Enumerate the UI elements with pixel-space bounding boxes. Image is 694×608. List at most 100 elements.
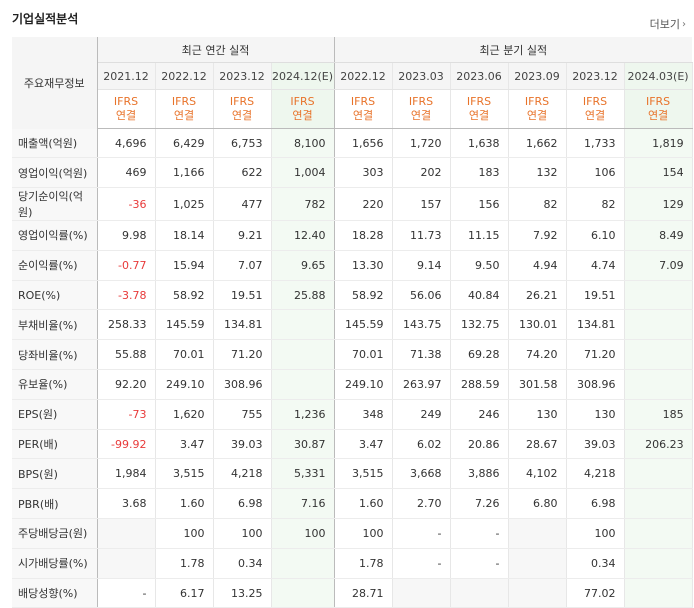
standard-consolidated: 연결 xyxy=(468,109,490,122)
table-cell: - xyxy=(392,548,451,579)
table-cell xyxy=(508,578,567,608)
table-cell: 1,819 xyxy=(624,128,693,159)
table-cell: 70.01 xyxy=(334,339,393,371)
table-cell: 19.51 xyxy=(213,280,272,311)
table-cell: 301.58 xyxy=(508,369,567,400)
table-row: 영업이익(억원) 469 1,166 622 1,004 303 202 183 132 106 1… xyxy=(12,157,693,189)
table-cell: 7.07 xyxy=(213,250,272,281)
row-label: 순이익률(%) xyxy=(12,250,98,281)
standard-consolidated: 연결 xyxy=(526,109,548,122)
table-cell: 26.21 xyxy=(508,280,567,311)
table-cell: 5,331 xyxy=(271,458,335,490)
table-cell: 202 xyxy=(392,157,451,189)
table-cell: 7.26 xyxy=(450,488,509,520)
standard-consolidated: 연결 xyxy=(352,109,374,122)
table-cell xyxy=(450,578,509,608)
table-cell: 132 xyxy=(508,157,567,189)
table-cell: 249.10 xyxy=(155,369,214,400)
table-cell: 1,662 xyxy=(508,128,567,159)
table-cell: 8.49 xyxy=(624,220,693,251)
table-cell: 249 xyxy=(392,398,451,430)
table-cell: 15.94 xyxy=(155,250,214,281)
standard-ifrs: IFRS xyxy=(645,95,671,108)
period-header: 2024.12(E) xyxy=(271,62,335,90)
table-row: 매출액(억원) 4,696 6,429 6,753 8,100 1,656 1,720 1,6… xyxy=(12,128,693,159)
table-cell: 92.20 xyxy=(97,369,156,400)
standard-ifrs: IFRS xyxy=(524,95,550,108)
financial-table: 주요재무정보 최근 연간 실적 최근 분기 실적 2021.12 2022.12 2… xyxy=(12,37,693,608)
accounting-standard: IFRS 연결 xyxy=(334,89,393,129)
table-cell: 1,166 xyxy=(155,157,214,189)
table-cell: 154 xyxy=(624,157,693,189)
table-cell: 7.92 xyxy=(508,220,567,251)
period-header: 2023.09 xyxy=(508,62,567,90)
table-cell: 185 xyxy=(624,398,693,430)
table-cell: 6.10 xyxy=(566,220,625,251)
table-cell: 1,025 xyxy=(155,187,214,222)
table-cell: 246 xyxy=(450,398,509,430)
standard-ifrs: IFRS xyxy=(582,95,608,108)
table-cell: 100 xyxy=(334,518,393,549)
table-cell: 157 xyxy=(392,187,451,222)
table-cell: 25.88 xyxy=(271,280,335,311)
table-cell: 9.50 xyxy=(450,250,509,281)
period-header: 2023.06 xyxy=(450,62,509,90)
standard-consolidated: 연결 xyxy=(173,109,195,122)
table-cell: 4.94 xyxy=(508,250,567,281)
table-cell: 12.40 xyxy=(271,220,335,251)
table-cell xyxy=(508,518,567,549)
table-cell: 6.98 xyxy=(566,488,625,520)
table-cell: 28.71 xyxy=(334,578,393,608)
table-cell: 71.20 xyxy=(213,339,272,371)
table-cell: 6,429 xyxy=(155,128,214,159)
table-row: PER(배) -99.92 3.47 39.03 30.87 3.47 6.02 20.86 2… xyxy=(12,429,693,460)
period-header: 2023.12 xyxy=(213,62,272,90)
table-cell xyxy=(624,339,693,371)
row-label: BPS(원) xyxy=(12,458,98,490)
table-cell: 143.75 xyxy=(392,309,451,341)
table-row: 부채비율(%) 258.33 145.59 134.81 145.59 143.75 132… xyxy=(12,309,693,341)
period-header: 2023.12 xyxy=(566,62,625,90)
accounting-standard: IFRS 연결 xyxy=(271,89,335,129)
table-row: 유보율(%) 92.20 249.10 308.96 249.10 263.97 288.5… xyxy=(12,369,693,400)
table-cell: 1.78 xyxy=(155,548,214,579)
table-row: BPS(원) 1,984 3,515 4,218 5,331 3,515 3,668 3,88… xyxy=(12,458,693,490)
period-header: 2023.03 xyxy=(392,62,451,90)
table-cell: 3.47 xyxy=(155,429,214,460)
row-label: PBR(배) xyxy=(12,488,98,520)
table-cell: 30.87 xyxy=(271,429,335,460)
table-cell: 348 xyxy=(334,398,393,430)
table-row: 당좌비율(%) 55.88 70.01 71.20 70.01 71.38 69.28 74.… xyxy=(12,339,693,371)
table-row: 주당배당금(원) 100 100 100 100- -100 xyxy=(12,518,693,549)
row-label: 영업이익(억원) xyxy=(12,157,98,189)
table-cell: 82 xyxy=(508,187,567,222)
period-header: 2024.03(E) xyxy=(624,62,693,90)
table-cell: 69.28 xyxy=(450,339,509,371)
table-cell xyxy=(624,458,693,490)
table-row: 시가배당률(%) 1.78 0.34 1.78- -0.34 xyxy=(12,548,693,579)
row-label: 당기순이익(억원) xyxy=(12,187,98,222)
table-cell: 622 xyxy=(213,157,272,189)
table-row: PBR(배) 3.68 1.60 6.98 7.16 1.60 2.70 7.26 6.80 6.… xyxy=(12,488,693,520)
period-header: 2022.12 xyxy=(155,62,214,90)
table-cell: 6.02 xyxy=(392,429,451,460)
table-cell: 134.81 xyxy=(566,309,625,341)
table-cell: 1,004 xyxy=(271,157,335,189)
table-cell: 258.33 xyxy=(97,309,156,341)
table-cell: - xyxy=(392,518,451,549)
table-cell: 39.03 xyxy=(213,429,272,460)
table-cell: 249.10 xyxy=(334,369,393,400)
period-header: 2022.12 xyxy=(334,62,393,90)
table-cell: 71.20 xyxy=(566,339,625,371)
row-header: 주요재무정보 xyxy=(12,37,98,129)
table-cell: 4.74 xyxy=(566,250,625,281)
more-link[interactable]: 더보기 › xyxy=(650,16,686,32)
table-cell: - xyxy=(97,578,156,608)
table-cell xyxy=(271,309,335,341)
table-cell: 477 xyxy=(213,187,272,222)
table-cell: 0.34 xyxy=(213,548,272,579)
table-cell: 145.59 xyxy=(334,309,393,341)
table-cell: 7.16 xyxy=(271,488,335,520)
accounting-standard: IFRS 연결 xyxy=(392,89,451,129)
row-label: 영업이익률(%) xyxy=(12,220,98,251)
